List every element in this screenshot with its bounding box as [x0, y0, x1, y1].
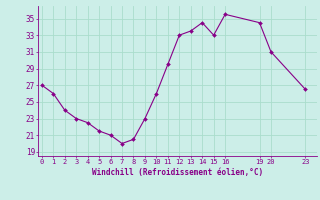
X-axis label: Windchill (Refroidissement éolien,°C): Windchill (Refroidissement éolien,°C)	[92, 168, 263, 177]
